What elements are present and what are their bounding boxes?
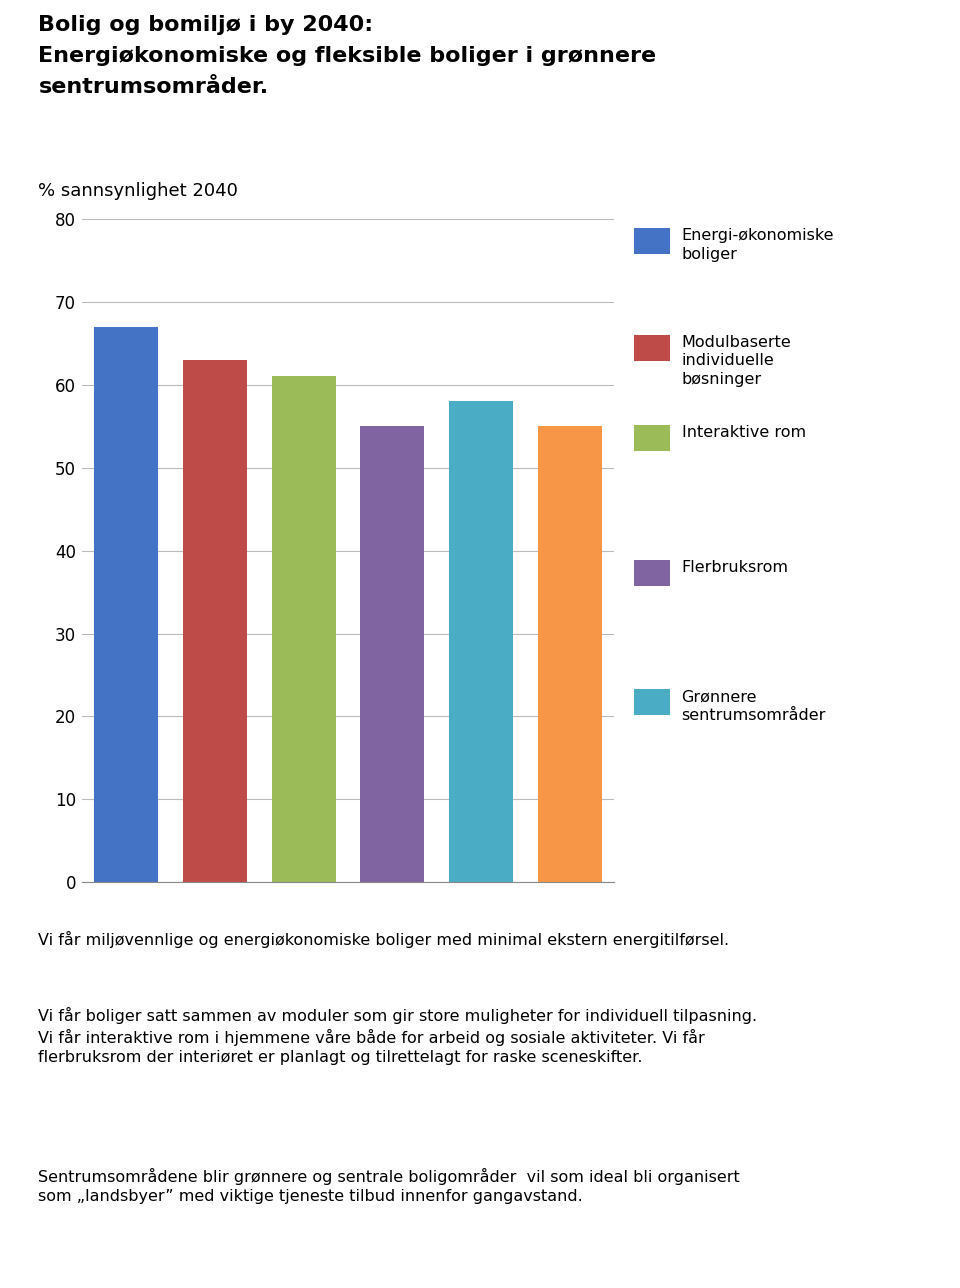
Text: Interaktive rom: Interaktive rom [682,425,805,440]
Text: Grønnere
sentrumsområder: Grønnere sentrumsområder [682,689,826,723]
Text: Bolig og bomiljø i by 2040:: Bolig og bomiljø i by 2040: [38,15,373,36]
Text: Sentrumsområdene blir grønnere og sentrale boligområder  vil som ideal bli organ: Sentrumsområdene blir grønnere og sentra… [38,1168,740,1204]
Bar [449,402,514,882]
Text: Flerbruksrom: Flerbruksrom [682,560,788,576]
Text: Vi får miljøvennlige og energiøkonomiske boliger med minimal ekstern energitilfø: Vi får miljøvennlige og energiøkonomiske… [38,931,730,948]
Bar [94,327,158,882]
Text: Energi-økonomiske
boliger: Energi-økonomiske boliger [682,228,834,261]
Bar [538,426,602,882]
Bar [182,359,247,882]
Text: Energiøkonomiske og fleksible boliger i grønnere: Energiøkonomiske og fleksible boliger i … [38,46,657,67]
Bar [360,426,424,882]
Bar [272,376,336,882]
Text: % sannsynlighet 2040: % sannsynlighet 2040 [38,182,238,200]
Text: sentrumsområder.: sentrumsområder. [38,77,269,98]
Text: Modulbaserte
individuelle
bøsninger: Modulbaserte individuelle bøsninger [682,335,791,388]
Text: Vi får boliger satt sammen av moduler som gir store muligheter for individuell t: Vi får boliger satt sammen av moduler so… [38,1007,757,1065]
